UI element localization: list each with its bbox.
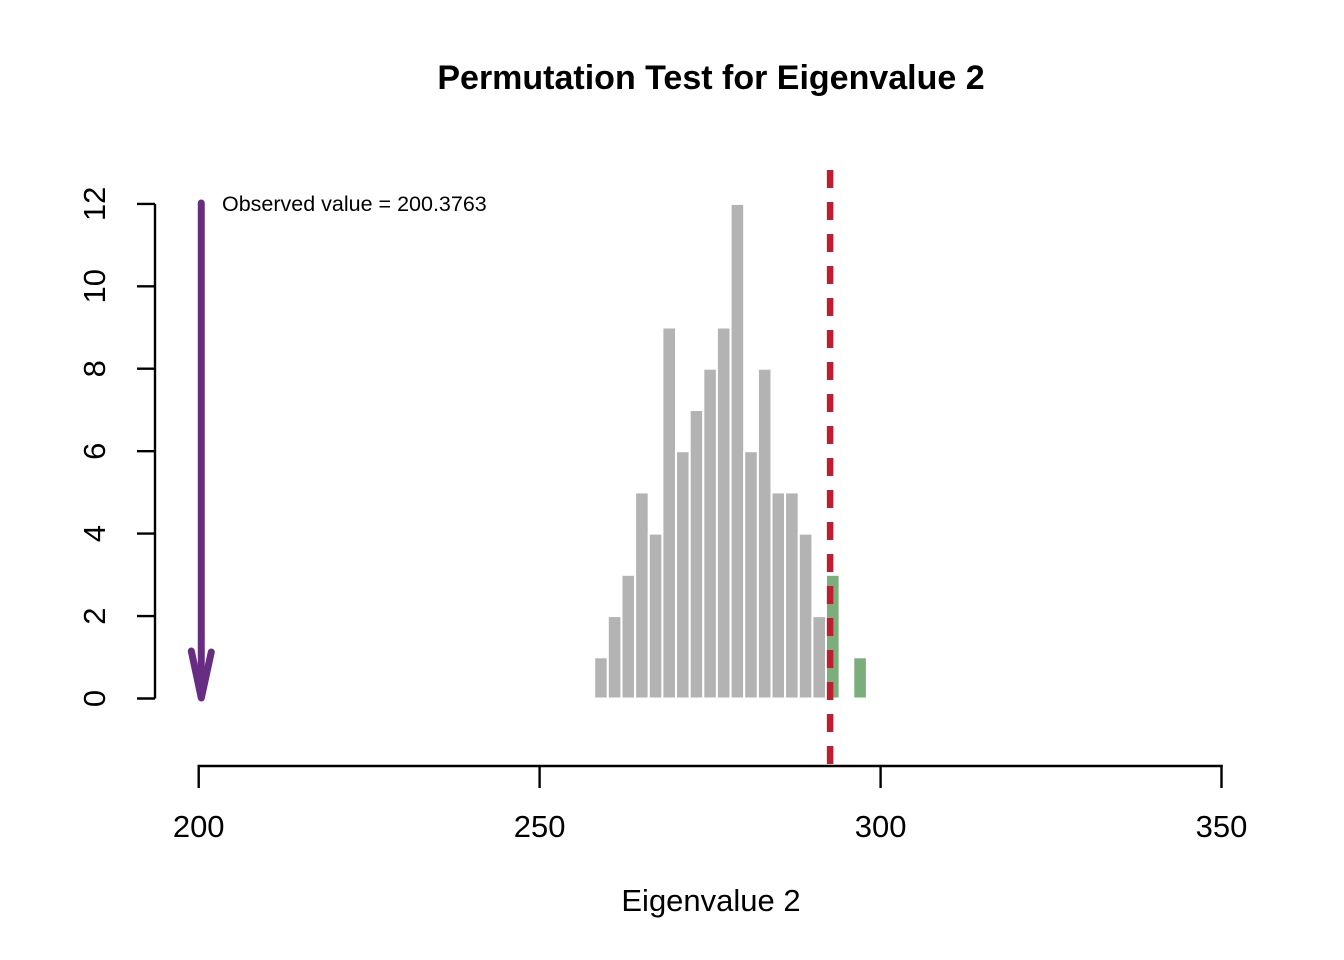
histogram-bar [811,615,828,700]
histogram-bar [661,326,678,700]
histogram-bars [593,202,868,700]
y-tick-label: 0 [77,690,112,707]
histogram-bar [688,409,705,700]
x-tick-label: 250 [514,809,566,844]
observed-arrow [187,199,215,702]
x-axis-label: Eigenvalue 2 [621,883,800,918]
histogram-bar [756,367,773,700]
x-tick-label: 200 [173,809,225,844]
histogram-bar [715,326,732,700]
histogram-bar [797,532,814,700]
histogram-bar [770,491,787,700]
observed-value-label: Observed value = 200.3763 [222,192,487,216]
chart-title: Permutation Test for Eigenvalue 2 [437,59,984,97]
y-tick-label: 2 [77,607,112,624]
histogram-bar [743,450,759,700]
x-axis-ticks: 200 250 300 350 [173,766,1248,844]
y-tick-label: 6 [77,443,112,460]
x-tick-label: 350 [1196,809,1248,844]
histogram-bar [729,202,746,700]
histogram-bar [647,532,664,700]
y-tick-label: 8 [77,360,112,377]
histogram-bar [675,450,691,700]
histogram-bar [634,491,650,700]
histogram-bar [852,656,868,700]
y-axis: 0 2 4 6 8 10 12 [77,187,157,707]
observed-arrow-head [187,647,215,702]
histogram-bar [620,573,637,700]
histogram-bar [606,615,623,700]
y-tick-label: 12 [77,187,112,221]
histogram-bar [593,656,609,700]
y-tick-label: 10 [77,269,112,303]
histogram-bar [702,367,718,700]
x-tick-label: 300 [855,809,907,844]
x-axis: 200 250 300 350 [173,764,1248,844]
y-tick-label: 4 [77,525,112,542]
y-axis-ticks: 0 2 4 6 8 10 12 [77,187,155,707]
histogram-bar [784,491,800,700]
